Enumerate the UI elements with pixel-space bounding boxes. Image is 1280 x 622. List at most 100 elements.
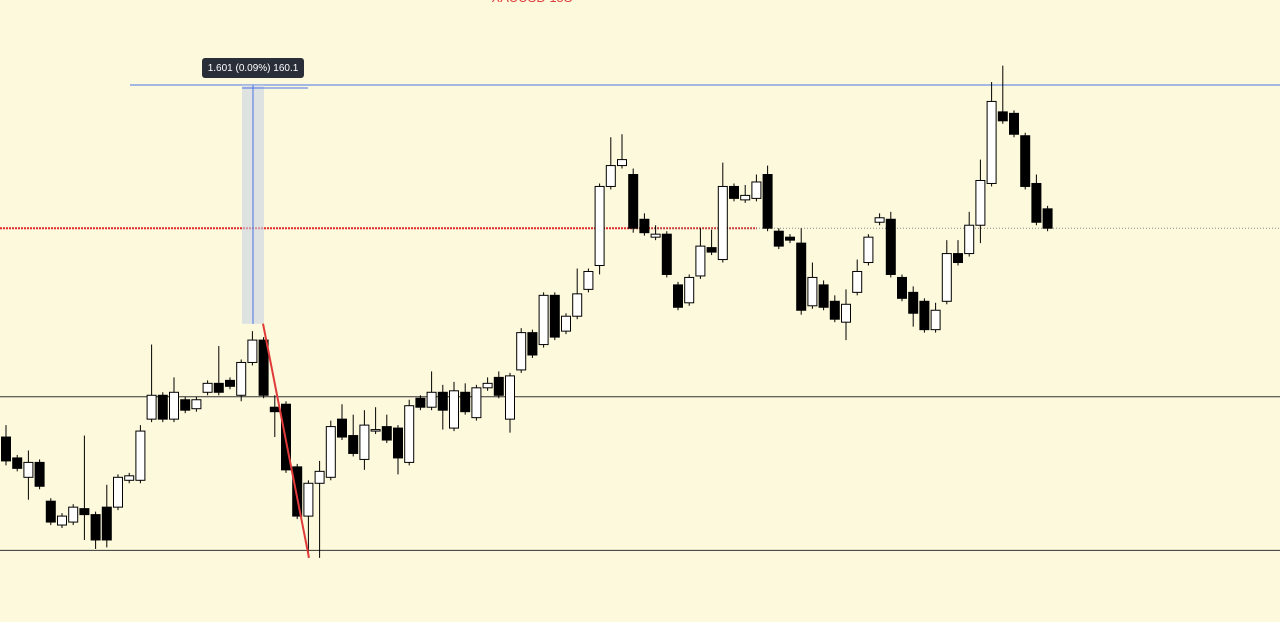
candle-body bbox=[874, 217, 885, 223]
candle-body bbox=[1031, 182, 1042, 223]
candle-body bbox=[314, 470, 325, 484]
candle-body bbox=[628, 174, 639, 229]
candle-body bbox=[594, 185, 605, 267]
candle-body bbox=[404, 405, 415, 463]
candle-body bbox=[57, 515, 67, 526]
candle-body bbox=[684, 276, 695, 304]
candle-body bbox=[527, 332, 538, 356]
candle-body bbox=[941, 253, 952, 302]
candle-body bbox=[785, 236, 795, 241]
candle-body bbox=[493, 376, 504, 396]
candle-body bbox=[370, 429, 381, 432]
candle-body bbox=[661, 233, 672, 275]
candle-body bbox=[538, 294, 549, 346]
candle-body bbox=[897, 276, 907, 299]
candle-body bbox=[639, 218, 650, 234]
candle-body bbox=[762, 174, 773, 229]
candle-body bbox=[673, 284, 683, 308]
candle-body bbox=[236, 361, 247, 396]
candle-body bbox=[303, 482, 314, 517]
candle-body bbox=[773, 230, 784, 247]
candle-body bbox=[583, 270, 594, 290]
candle-body bbox=[829, 300, 840, 320]
candle-body bbox=[1, 436, 11, 462]
candle-body bbox=[269, 406, 280, 413]
candle-body bbox=[225, 379, 235, 387]
candle-body bbox=[157, 394, 168, 420]
measure-label: 1.601 (0.09%) 160.1 bbox=[208, 63, 299, 74]
candle-body bbox=[101, 506, 112, 541]
candle-body bbox=[617, 159, 627, 167]
candle-body bbox=[841, 303, 851, 323]
candle-body bbox=[482, 382, 493, 389]
candle-body bbox=[986, 100, 997, 184]
candle-body bbox=[572, 293, 583, 317]
candle-body bbox=[337, 418, 347, 438]
candle-body bbox=[919, 300, 930, 331]
candle-body bbox=[796, 242, 807, 311]
candle-body bbox=[807, 276, 818, 307]
candle-body bbox=[729, 185, 739, 199]
candle-body bbox=[348, 435, 359, 454]
candle-body bbox=[45, 500, 56, 523]
candle-body bbox=[68, 506, 79, 523]
candle-body bbox=[717, 185, 728, 261]
candle-body bbox=[258, 339, 269, 396]
candle-body bbox=[561, 315, 571, 332]
candle-body bbox=[818, 284, 829, 308]
candle-body bbox=[460, 391, 471, 413]
candle-body bbox=[202, 382, 213, 393]
candle-body bbox=[191, 399, 202, 410]
candle-body bbox=[852, 270, 863, 293]
candle-body bbox=[740, 194, 751, 201]
measure-label-box bbox=[202, 58, 304, 78]
candle-body bbox=[146, 394, 157, 420]
candle-body bbox=[449, 390, 459, 429]
candle-body bbox=[169, 391, 179, 420]
candle-body bbox=[1009, 112, 1019, 135]
candle-body bbox=[1042, 208, 1053, 229]
candle-body bbox=[247, 339, 258, 363]
candle-body bbox=[975, 179, 986, 226]
candle-body bbox=[953, 253, 963, 264]
candle-body bbox=[23, 461, 34, 478]
candle-body bbox=[113, 476, 123, 508]
candle-body bbox=[751, 181, 762, 199]
candle-body bbox=[180, 399, 191, 411]
candle-body bbox=[695, 245, 706, 277]
candle-body bbox=[471, 387, 482, 419]
candle-body bbox=[1020, 135, 1031, 187]
candle-body bbox=[292, 466, 303, 517]
candle-body bbox=[426, 391, 437, 408]
candle-body bbox=[12, 457, 23, 469]
candle-body bbox=[930, 309, 941, 331]
candle-body bbox=[381, 426, 392, 441]
candle-body bbox=[997, 111, 1008, 122]
candle-body bbox=[415, 397, 426, 408]
candle-body bbox=[79, 508, 90, 516]
candle-body bbox=[908, 291, 919, 314]
candle-body bbox=[393, 427, 403, 459]
candle-body bbox=[863, 236, 874, 264]
candle-body bbox=[516, 332, 527, 371]
candle-body bbox=[605, 165, 616, 187]
candle-body bbox=[34, 461, 45, 487]
candle-body bbox=[359, 424, 370, 460]
candle-body bbox=[90, 514, 101, 541]
chart-title: XAUUSD 15S bbox=[492, 0, 573, 5]
candle-body bbox=[325, 426, 336, 478]
trend-line bbox=[262, 323, 310, 559]
candle-body bbox=[124, 475, 135, 481]
candle-body bbox=[885, 218, 896, 275]
candle-body bbox=[135, 430, 146, 481]
candle-body bbox=[650, 233, 661, 238]
candle-body bbox=[213, 382, 224, 393]
candle-body bbox=[437, 391, 448, 411]
candle-body bbox=[549, 294, 560, 338]
candle-body bbox=[706, 247, 717, 253]
candle-body bbox=[964, 224, 975, 255]
candle-body bbox=[505, 375, 515, 420]
